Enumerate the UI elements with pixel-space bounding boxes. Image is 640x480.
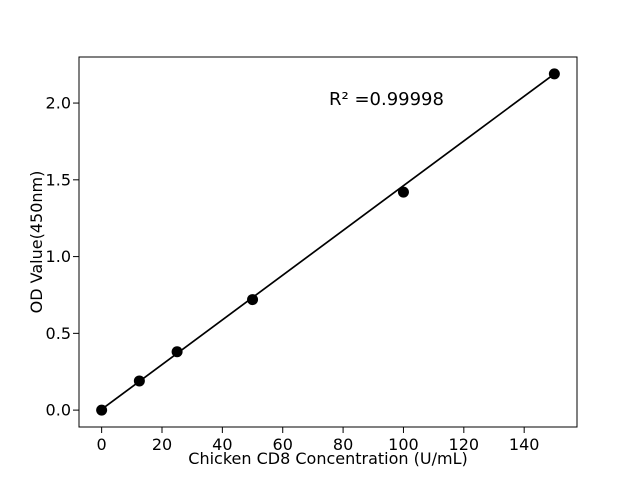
data-point	[397, 186, 409, 198]
axes-frame	[78, 56, 578, 428]
x-tick-label: 40	[212, 435, 232, 454]
x-tick-label: 0	[97, 435, 107, 454]
data-point	[247, 294, 259, 306]
y-axis-label: OD Value(450nm)	[27, 170, 47, 314]
data-point	[133, 375, 145, 387]
x-tick-label: 80	[333, 435, 353, 454]
r-squared-annotation: R² =0.99998	[329, 89, 444, 110]
y-tick-label: 0.5	[46, 324, 71, 343]
y-tick-label: 1.0	[46, 247, 71, 266]
data-point	[548, 68, 560, 80]
x-tick-label: 100	[388, 435, 419, 454]
x-tick-label: 20	[152, 435, 172, 454]
x-tick-label: 120	[449, 435, 480, 454]
x-tick-label: 140	[509, 435, 540, 454]
data-point	[96, 404, 108, 416]
x-tick-label: 60	[273, 435, 293, 454]
y-tick-label: 0.0	[46, 401, 71, 420]
x-axis-label: Chicken CD8 Concentration (U/mL)	[188, 449, 468, 468]
data-point	[171, 346, 183, 358]
y-tick-label: 2.0	[46, 94, 71, 113]
trend-line	[101, 73, 555, 411]
y-tick-label: 1.5	[46, 170, 71, 189]
